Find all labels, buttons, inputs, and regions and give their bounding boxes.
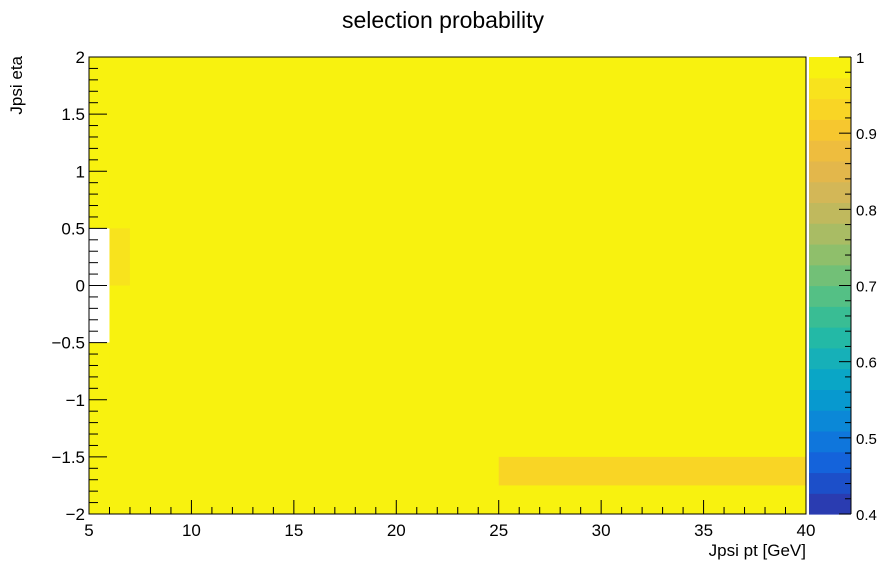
color-scale-segment bbox=[809, 410, 851, 432]
x-tick-label: 5 bbox=[84, 521, 93, 540]
color-scale-tick-label: 1 bbox=[856, 50, 864, 67]
color-scale-tick-label: 0.4 bbox=[856, 507, 877, 524]
heatmap-cell bbox=[498, 456, 806, 486]
x-tick-label: 10 bbox=[182, 521, 201, 540]
x-tick-label: 20 bbox=[387, 521, 406, 540]
color-scale-segment bbox=[809, 264, 851, 287]
y-tick-label: −2 bbox=[66, 505, 85, 524]
plot-area bbox=[89, 57, 806, 514]
color-scale-segment bbox=[809, 119, 851, 141]
color-scale-segment bbox=[809, 368, 851, 390]
color-scale-segment bbox=[809, 389, 851, 411]
color-scale-segment bbox=[809, 285, 851, 307]
color-scale-segment bbox=[809, 327, 851, 349]
y-tick-label: 1.5 bbox=[61, 105, 85, 124]
heatmap-empty-cell bbox=[89, 285, 110, 343]
color-scale-segment bbox=[809, 223, 851, 245]
y-axis-label: Jpsi eta bbox=[7, 55, 26, 114]
heatmap-cell bbox=[89, 342, 110, 400]
heatmap-empty-cell bbox=[89, 228, 110, 286]
color-scale-segment bbox=[809, 243, 851, 266]
color-scale-tick-label: 0.8 bbox=[856, 202, 877, 219]
color-scale-segment bbox=[809, 160, 851, 183]
color-scale-tick-label: 0.5 bbox=[856, 431, 877, 448]
color-scale-segment bbox=[809, 202, 851, 224]
color-scale-segment bbox=[809, 493, 851, 515]
chart-title: selection probability bbox=[342, 7, 545, 33]
color-scale-segment bbox=[809, 306, 851, 328]
x-tick-label: 35 bbox=[694, 521, 713, 540]
heatmap-cell bbox=[89, 171, 110, 229]
y-tick-label: −1 bbox=[66, 391, 85, 410]
heatmap-background-cell bbox=[89, 57, 806, 514]
color-scale-segment bbox=[809, 98, 851, 120]
color-scale-segment bbox=[809, 77, 851, 100]
color-scale: 0.4 0.5 0.6 0.7 0.8 0.9 1 bbox=[809, 50, 877, 524]
y-tick-label: 1 bbox=[76, 162, 85, 181]
color-scale-segment bbox=[809, 472, 851, 494]
axes: 5 10 15 20 25 30 35 40 −2 −1.5 −1 −0.5 0 0.5 1 1.5 2 bbox=[51, 48, 815, 540]
y-tick-label: 0.5 bbox=[61, 219, 85, 238]
color-scale-segment bbox=[809, 430, 851, 453]
y-tick-label: 0 bbox=[76, 277, 85, 296]
color-scale-segment bbox=[809, 181, 851, 204]
color-scale-tick-label: 0.9 bbox=[856, 126, 877, 143]
color-scale-tick-label: 0.7 bbox=[856, 279, 877, 296]
x-tick-label: 30 bbox=[592, 521, 611, 540]
color-scale-segment bbox=[809, 57, 851, 79]
heatmap-cell bbox=[109, 228, 130, 286]
x-axis-label: Jpsi pt [GeV] bbox=[709, 541, 806, 560]
y-tick-label: 2 bbox=[76, 48, 85, 67]
color-scale-segment bbox=[809, 140, 851, 162]
y-tick-label: −1.5 bbox=[51, 448, 85, 467]
x-tick-label: 15 bbox=[284, 521, 303, 540]
x-tick-label: 25 bbox=[489, 521, 508, 540]
x-tick-label: 40 bbox=[797, 521, 816, 540]
color-scale-segment bbox=[809, 451, 851, 474]
color-scale-segment bbox=[809, 347, 851, 370]
color-scale-tick-label: 0.6 bbox=[856, 355, 877, 372]
y-tick-label: −0.5 bbox=[51, 334, 85, 353]
